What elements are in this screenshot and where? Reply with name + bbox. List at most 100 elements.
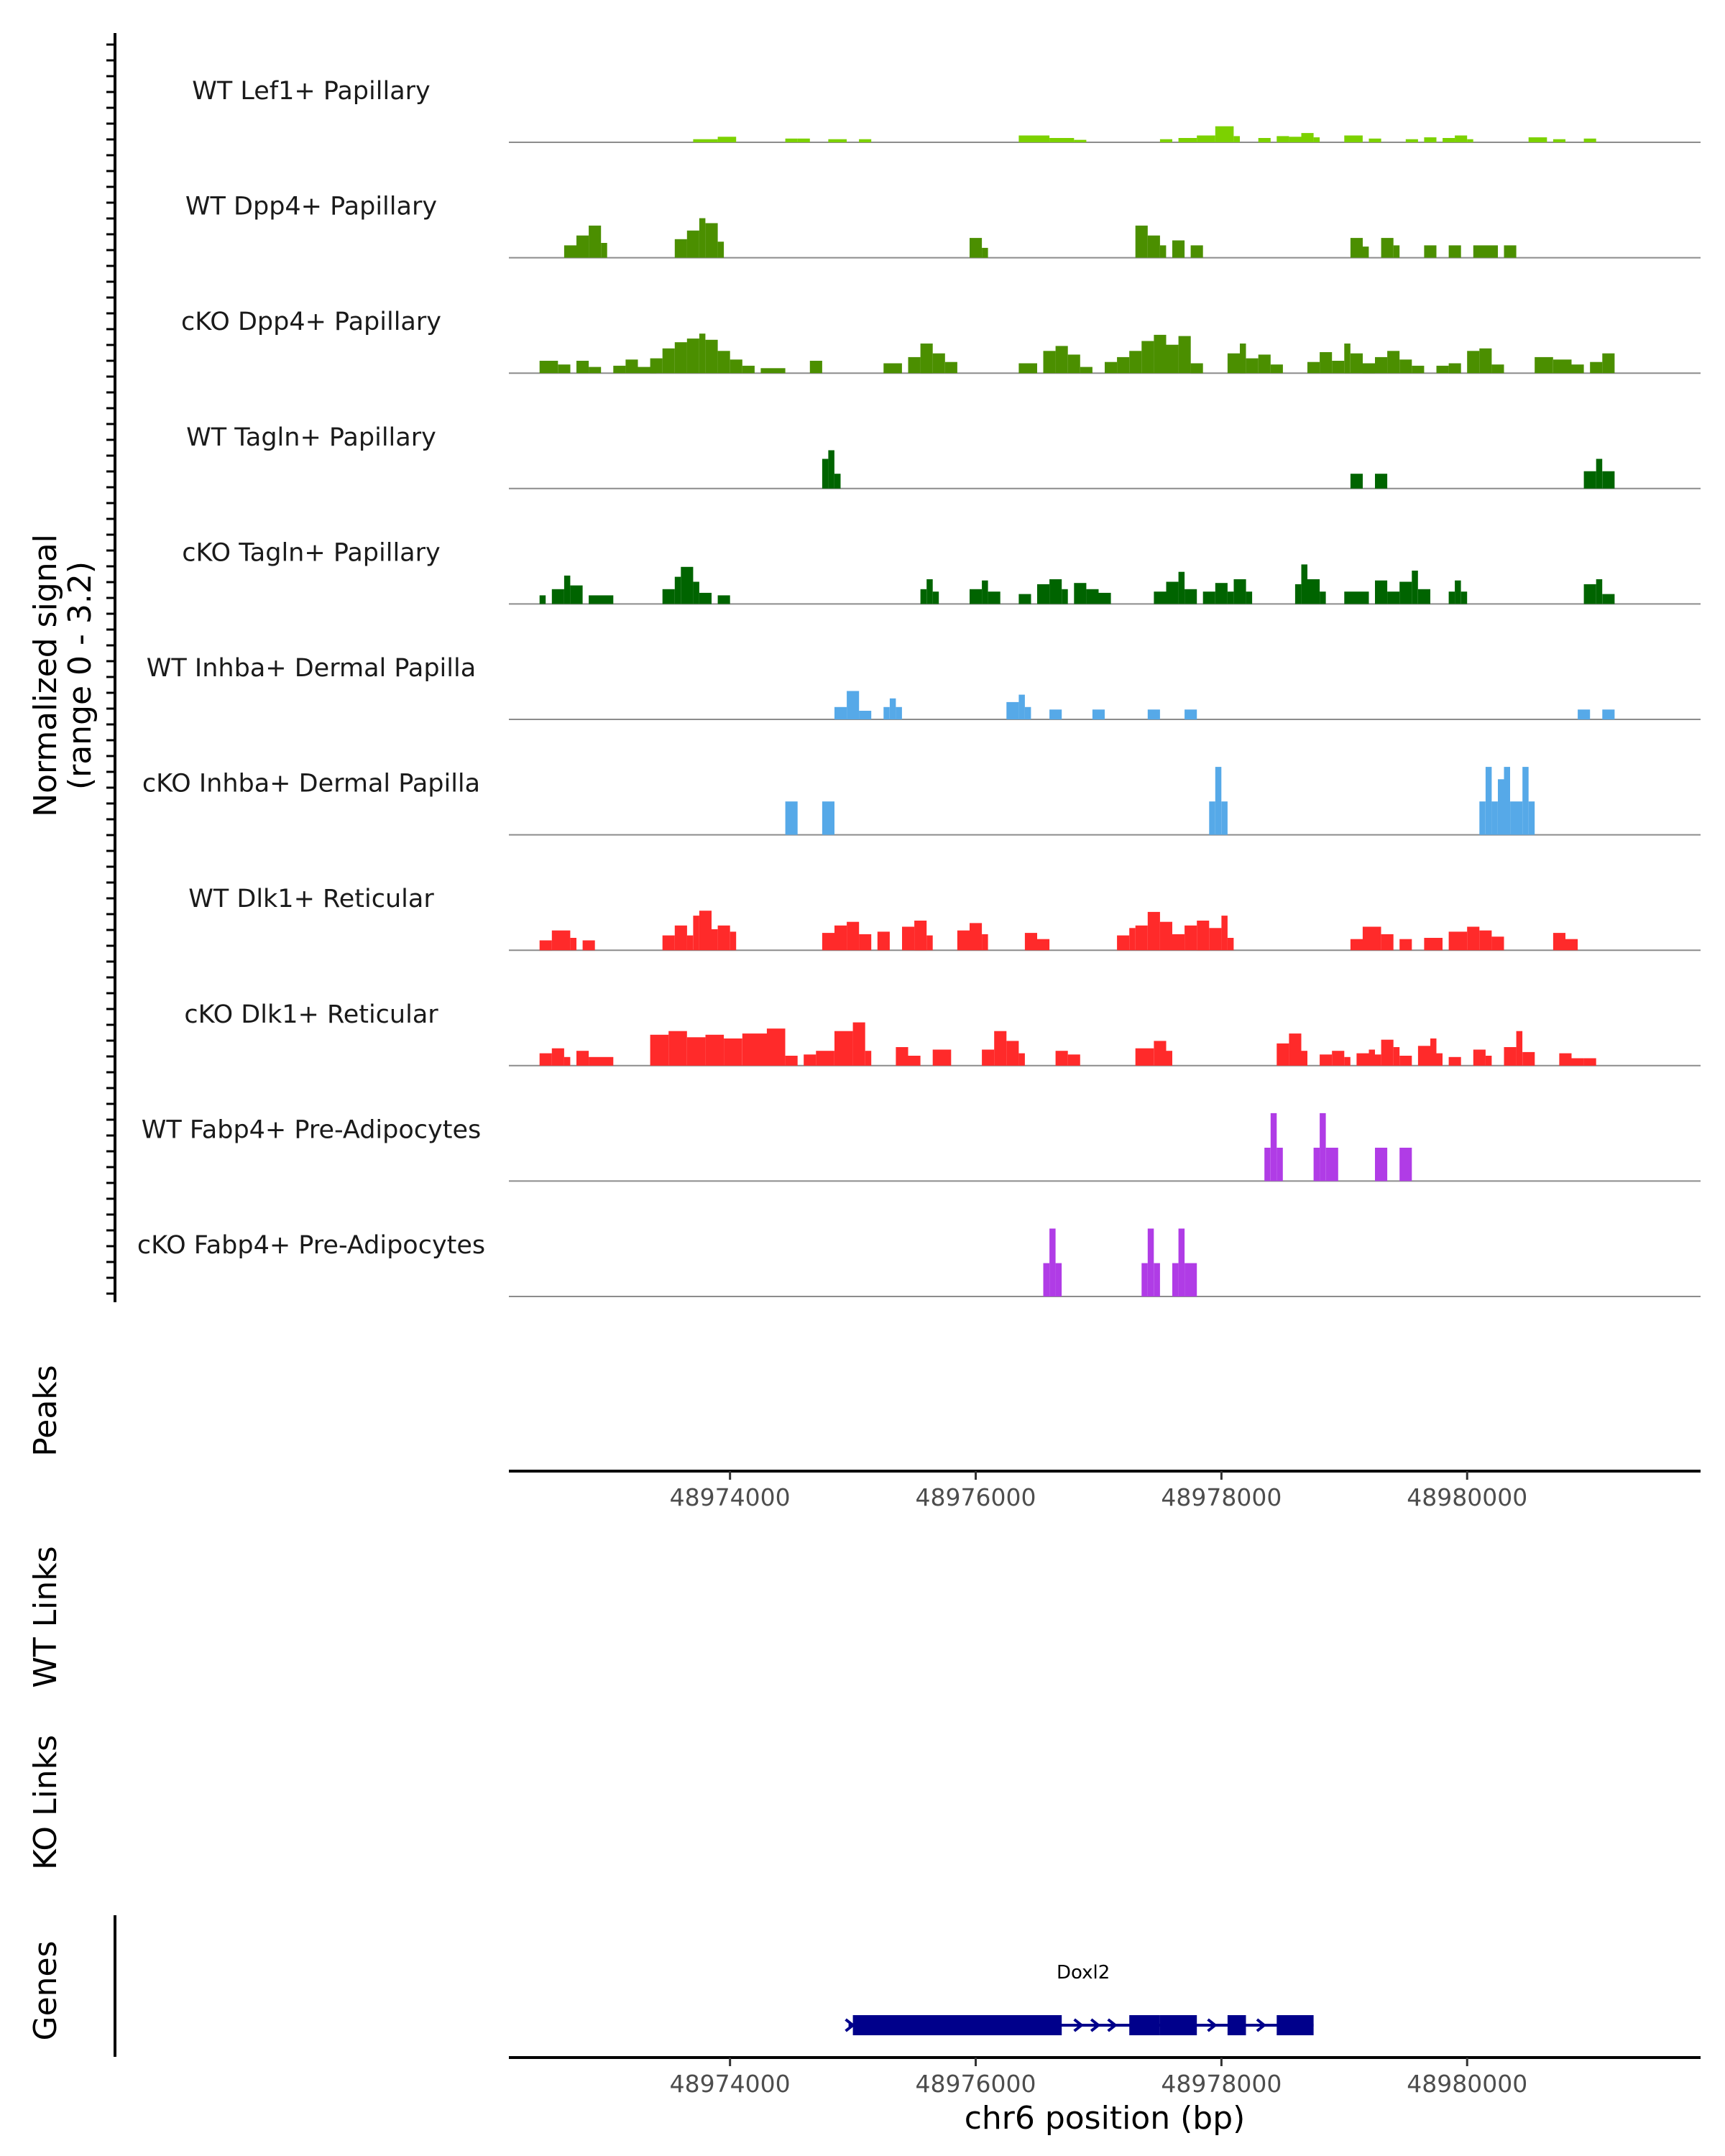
signal-block <box>674 925 687 951</box>
signal-block <box>1344 344 1351 374</box>
track-label: cKO Inhba+ Dermal Papilla <box>142 770 480 798</box>
signal-block <box>822 459 829 489</box>
signal-block <box>668 1031 687 1066</box>
signal-block <box>1448 245 1461 258</box>
signal-block <box>982 1049 995 1066</box>
signal-block <box>1460 591 1468 604</box>
signal-block <box>662 589 675 604</box>
bottom-x-tick-label: 48974000 <box>670 2070 791 2098</box>
strand-chevron <box>1207 2018 1218 2032</box>
signal-block <box>705 339 718 374</box>
signal-block <box>1448 363 1461 374</box>
signal-block <box>1154 1041 1167 1066</box>
signal-block <box>932 591 939 604</box>
signal-block <box>730 359 742 374</box>
signal-block <box>1424 245 1437 258</box>
signal-block <box>883 706 890 719</box>
signal-block <box>804 1054 816 1066</box>
signal-block <box>1596 459 1603 489</box>
track-label: WT Inhba+ Dermal Papilla <box>147 654 476 683</box>
signal-block <box>1147 911 1160 951</box>
signal-block <box>1024 706 1031 719</box>
signal-block <box>1399 581 1412 604</box>
bottom-x-tick-label: 48980000 <box>1407 2070 1527 2098</box>
signal-block <box>1491 364 1504 374</box>
signal-block <box>1301 1051 1307 1066</box>
signal-block <box>1159 921 1172 951</box>
signal-block <box>1590 361 1603 374</box>
signal-block <box>1117 935 1130 951</box>
signal-block <box>1049 709 1062 720</box>
signal-block <box>1578 709 1591 720</box>
signal-block <box>1399 1056 1412 1066</box>
signal-block <box>1596 579 1603 604</box>
signal-block <box>1178 336 1191 374</box>
signal-block <box>1528 801 1535 835</box>
peaks-x-tick-label: 48974000 <box>670 1483 791 1511</box>
signal-block <box>1424 137 1437 142</box>
signal-block <box>699 218 706 258</box>
signal-block <box>1479 801 1486 835</box>
signal-block <box>859 139 872 142</box>
signal-block <box>1375 474 1388 489</box>
signal-block <box>816 1051 834 1066</box>
signal-block <box>1504 1047 1517 1066</box>
signal-block <box>1307 579 1320 604</box>
signal-block <box>539 940 552 951</box>
signal-block <box>859 711 872 719</box>
signal-block <box>896 1047 908 1066</box>
track: WT Lef1+ Papillary <box>192 77 1701 143</box>
signal-block <box>1024 933 1037 951</box>
signal-block <box>908 1056 921 1066</box>
signal-block <box>674 342 687 374</box>
signal-block <box>539 1053 552 1066</box>
signal-block <box>686 338 699 374</box>
track: WT Dpp4+ Papillary <box>185 193 1701 259</box>
signal-block <box>1350 474 1363 489</box>
signal-block <box>920 589 927 604</box>
signal-block <box>1202 591 1215 604</box>
signal-block <box>699 911 712 951</box>
signal-block <box>1135 925 1148 951</box>
signal-block <box>1018 694 1025 719</box>
signal-block <box>742 365 755 374</box>
signal-block <box>589 367 602 374</box>
signal-block <box>1362 247 1369 258</box>
signal-block <box>551 589 564 604</box>
signal-block <box>1443 138 1455 142</box>
signal-block <box>1399 359 1412 374</box>
signal-block <box>674 576 681 604</box>
signal-block <box>576 361 589 374</box>
signal-block <box>1270 1112 1277 1181</box>
signal-block <box>717 595 730 604</box>
signal-block <box>877 931 890 951</box>
signal-block <box>1166 1051 1172 1066</box>
signal-block <box>551 930 571 951</box>
signal-block <box>1307 361 1320 374</box>
signal-block <box>1080 367 1092 374</box>
signal-block <box>1172 1263 1179 1296</box>
signal-block <box>1159 245 1167 258</box>
track-label: WT Dpp4+ Papillary <box>185 193 437 221</box>
bottom-x-tick-label: 48978000 <box>1161 2070 1282 2098</box>
signal-block <box>564 245 576 258</box>
signal-block <box>717 241 724 258</box>
signal-block <box>920 344 933 374</box>
signal-block <box>1147 235 1160 258</box>
signal-block <box>686 230 699 258</box>
signal-block <box>705 1034 724 1066</box>
track-label: WT Fabp4+ Pre-Adipocytes <box>142 1115 481 1144</box>
signal-block <box>908 356 921 374</box>
signal-block <box>1417 589 1430 604</box>
signal-block <box>1332 1051 1345 1066</box>
signal-block <box>693 581 699 604</box>
signal-block <box>834 474 841 489</box>
signal-block <box>1074 583 1087 604</box>
signal-block <box>1399 939 1412 951</box>
signal-block <box>1424 938 1443 951</box>
signal-block <box>570 938 576 951</box>
signal-block <box>539 595 546 604</box>
signal-block <box>957 930 970 951</box>
bottom-x-tick-label: 48976000 <box>916 2070 1036 2098</box>
peaks-x-axis: 48974000 48976000 48978000 48980000 <box>509 1470 1701 1511</box>
